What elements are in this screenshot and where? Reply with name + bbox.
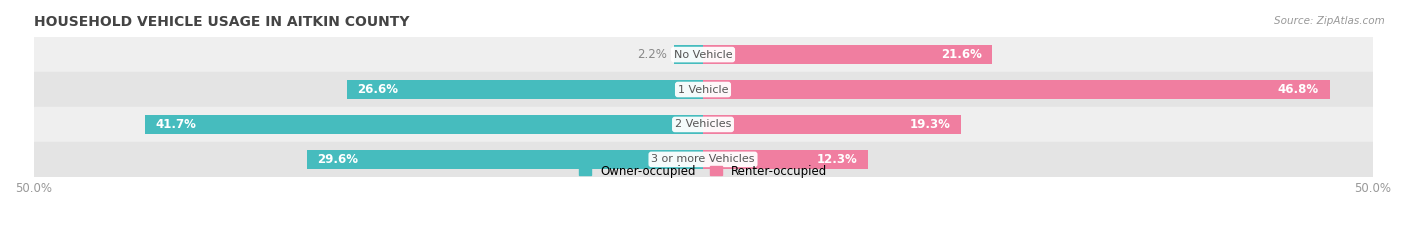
Bar xyxy=(703,80,1330,99)
Bar xyxy=(703,45,993,64)
Text: HOUSEHOLD VEHICLE USAGE IN AITKIN COUNTY: HOUSEHOLD VEHICLE USAGE IN AITKIN COUNTY xyxy=(34,15,409,29)
Bar xyxy=(34,37,1372,72)
Text: Source: ZipAtlas.com: Source: ZipAtlas.com xyxy=(1274,16,1385,26)
Bar xyxy=(34,142,1372,177)
Bar xyxy=(34,107,1372,142)
Bar xyxy=(673,45,703,64)
Bar xyxy=(145,115,703,134)
Text: 21.6%: 21.6% xyxy=(941,48,981,61)
Bar xyxy=(34,72,1372,107)
Text: 2.2%: 2.2% xyxy=(637,48,666,61)
Text: 19.3%: 19.3% xyxy=(910,118,950,131)
Text: 1 Vehicle: 1 Vehicle xyxy=(678,85,728,95)
Text: 2 Vehicles: 2 Vehicles xyxy=(675,120,731,130)
Text: 29.6%: 29.6% xyxy=(318,153,359,166)
Bar xyxy=(703,115,962,134)
Text: 46.8%: 46.8% xyxy=(1278,83,1319,96)
Text: 12.3%: 12.3% xyxy=(817,153,858,166)
Bar xyxy=(703,150,868,169)
Text: 41.7%: 41.7% xyxy=(155,118,197,131)
Bar xyxy=(307,150,703,169)
Legend: Owner-occupied, Renter-occupied: Owner-occupied, Renter-occupied xyxy=(579,165,827,178)
Text: 3 or more Vehicles: 3 or more Vehicles xyxy=(651,154,755,164)
Text: No Vehicle: No Vehicle xyxy=(673,50,733,60)
Text: 26.6%: 26.6% xyxy=(357,83,398,96)
Bar xyxy=(347,80,703,99)
